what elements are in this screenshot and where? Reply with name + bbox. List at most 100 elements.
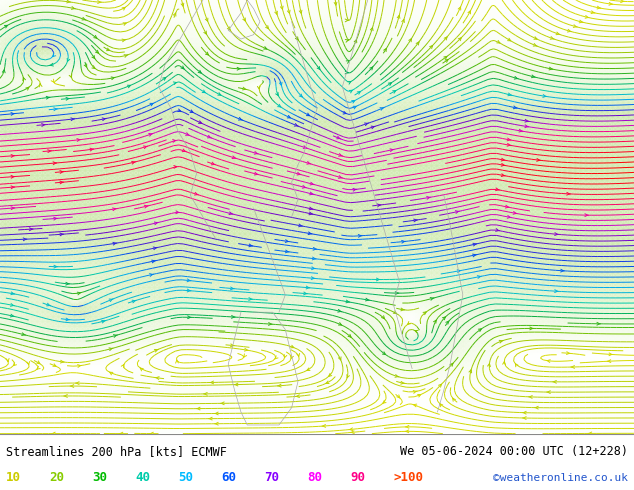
FancyArrowPatch shape	[488, 364, 490, 367]
FancyArrowPatch shape	[423, 312, 426, 315]
FancyArrowPatch shape	[543, 95, 547, 98]
FancyArrowPatch shape	[499, 341, 503, 343]
FancyArrowPatch shape	[343, 111, 346, 114]
FancyArrowPatch shape	[351, 431, 354, 434]
Text: 60: 60	[221, 471, 236, 484]
FancyArrowPatch shape	[173, 13, 176, 16]
FancyArrowPatch shape	[536, 159, 540, 161]
FancyArrowPatch shape	[204, 31, 207, 34]
FancyArrowPatch shape	[529, 395, 533, 398]
FancyArrowPatch shape	[380, 107, 384, 110]
FancyArrowPatch shape	[112, 208, 117, 211]
FancyArrowPatch shape	[152, 260, 155, 263]
FancyArrowPatch shape	[405, 430, 409, 433]
FancyArrowPatch shape	[66, 98, 70, 100]
FancyArrowPatch shape	[347, 375, 349, 378]
FancyArrowPatch shape	[291, 355, 294, 358]
FancyArrowPatch shape	[163, 77, 165, 80]
FancyArrowPatch shape	[67, 0, 70, 3]
FancyArrowPatch shape	[127, 85, 131, 88]
FancyArrowPatch shape	[181, 66, 184, 69]
Text: 50: 50	[178, 471, 193, 484]
FancyArrowPatch shape	[514, 106, 517, 109]
FancyArrowPatch shape	[11, 186, 15, 189]
FancyArrowPatch shape	[443, 317, 446, 320]
FancyArrowPatch shape	[197, 407, 200, 410]
FancyArrowPatch shape	[77, 292, 81, 295]
FancyArrowPatch shape	[358, 235, 362, 237]
FancyArrowPatch shape	[416, 42, 419, 45]
FancyArrowPatch shape	[307, 368, 310, 370]
FancyArrowPatch shape	[92, 55, 94, 58]
FancyArrowPatch shape	[230, 287, 234, 290]
FancyArrowPatch shape	[26, 87, 29, 90]
FancyArrowPatch shape	[353, 188, 357, 191]
FancyArrowPatch shape	[450, 363, 453, 367]
FancyArrowPatch shape	[278, 384, 281, 387]
FancyArrowPatch shape	[553, 380, 557, 383]
FancyArrowPatch shape	[67, 58, 70, 61]
FancyArrowPatch shape	[145, 205, 148, 208]
FancyArrowPatch shape	[98, 0, 101, 3]
FancyArrowPatch shape	[249, 244, 253, 247]
FancyArrowPatch shape	[303, 146, 307, 148]
FancyArrowPatch shape	[150, 103, 153, 106]
FancyArrowPatch shape	[176, 360, 178, 363]
FancyArrowPatch shape	[54, 217, 58, 220]
FancyArrowPatch shape	[458, 7, 461, 10]
FancyArrowPatch shape	[299, 224, 302, 227]
FancyArrowPatch shape	[109, 348, 113, 350]
FancyArrowPatch shape	[268, 322, 272, 325]
FancyArrowPatch shape	[174, 166, 177, 168]
FancyArrowPatch shape	[154, 349, 158, 352]
FancyArrowPatch shape	[392, 91, 396, 93]
FancyArrowPatch shape	[60, 171, 63, 173]
FancyArrowPatch shape	[244, 354, 247, 357]
FancyArrowPatch shape	[294, 123, 299, 126]
FancyArrowPatch shape	[70, 385, 74, 388]
FancyArrowPatch shape	[276, 93, 278, 96]
FancyArrowPatch shape	[37, 361, 40, 364]
FancyArrowPatch shape	[334, 2, 337, 5]
FancyArrowPatch shape	[77, 365, 81, 368]
FancyArrowPatch shape	[49, 63, 53, 66]
FancyArrowPatch shape	[503, 362, 505, 365]
FancyArrowPatch shape	[232, 156, 236, 159]
FancyArrowPatch shape	[96, 50, 98, 53]
FancyArrowPatch shape	[181, 3, 184, 6]
FancyArrowPatch shape	[280, 6, 283, 9]
FancyArrowPatch shape	[354, 40, 357, 43]
FancyArrowPatch shape	[77, 139, 81, 142]
FancyArrowPatch shape	[427, 196, 430, 199]
FancyArrowPatch shape	[508, 38, 511, 41]
FancyArrowPatch shape	[10, 314, 15, 317]
FancyArrowPatch shape	[132, 300, 136, 303]
FancyArrowPatch shape	[291, 345, 294, 348]
FancyArrowPatch shape	[285, 250, 289, 253]
FancyArrowPatch shape	[311, 267, 315, 270]
FancyArrowPatch shape	[382, 316, 384, 318]
FancyArrowPatch shape	[207, 135, 212, 138]
FancyArrowPatch shape	[82, 17, 86, 20]
FancyArrowPatch shape	[11, 154, 15, 157]
FancyArrowPatch shape	[525, 125, 529, 127]
FancyArrowPatch shape	[525, 120, 529, 122]
FancyArrowPatch shape	[153, 247, 157, 250]
FancyArrowPatch shape	[339, 357, 341, 360]
FancyArrowPatch shape	[214, 422, 218, 425]
FancyArrowPatch shape	[11, 207, 15, 210]
FancyArrowPatch shape	[513, 212, 517, 214]
FancyArrowPatch shape	[37, 367, 40, 369]
FancyArrowPatch shape	[347, 81, 351, 84]
FancyArrowPatch shape	[338, 309, 342, 312]
FancyArrowPatch shape	[390, 149, 394, 151]
Text: 90: 90	[350, 471, 365, 484]
FancyArrowPatch shape	[519, 129, 523, 132]
FancyArrowPatch shape	[123, 23, 126, 25]
FancyArrowPatch shape	[446, 321, 449, 324]
FancyArrowPatch shape	[275, 356, 278, 359]
FancyArrowPatch shape	[119, 432, 123, 435]
FancyArrowPatch shape	[198, 70, 201, 73]
FancyArrowPatch shape	[322, 424, 326, 427]
FancyArrowPatch shape	[377, 278, 380, 281]
